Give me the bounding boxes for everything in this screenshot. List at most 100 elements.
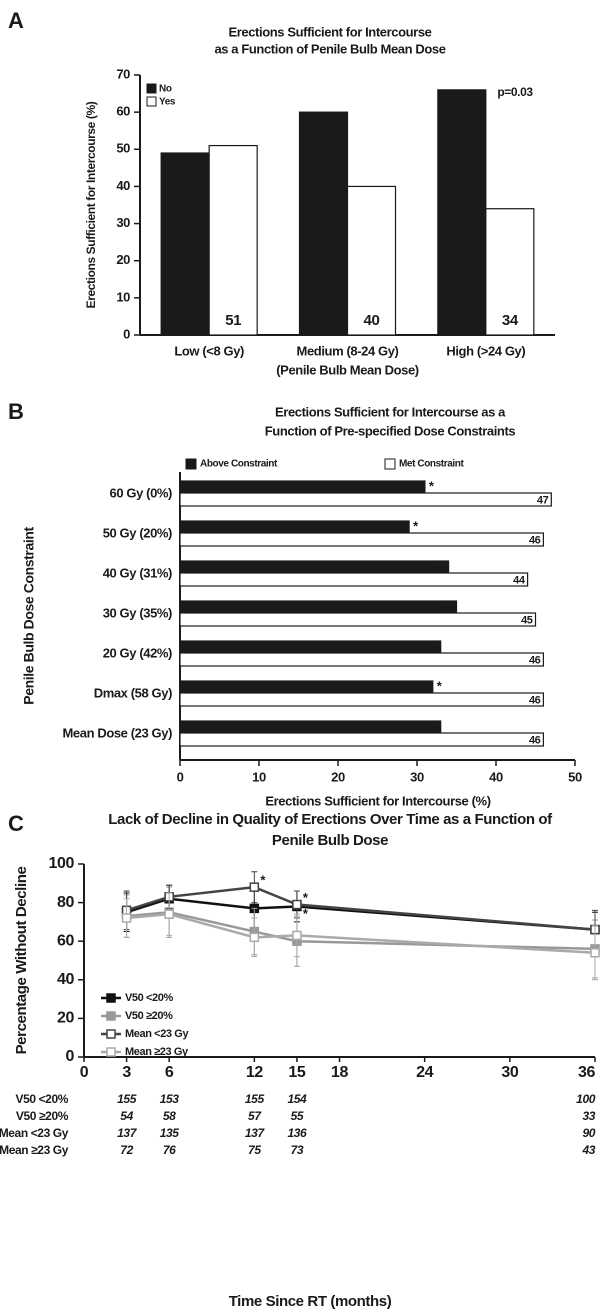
- y-tick-label: 20 Gy (42%): [103, 645, 172, 660]
- y-tick-label: 40: [116, 178, 130, 193]
- value-label: 34: [434, 562, 447, 574]
- value-label: 47: [537, 494, 549, 506]
- significance-marker: *: [303, 890, 309, 905]
- annotation: p=0.03: [497, 85, 533, 99]
- legend-marker: [106, 1047, 116, 1057]
- y-axis-label: Erections Sufficient for Intercourse (%): [84, 101, 98, 308]
- risk-row-label: V50 <20%: [15, 1092, 68, 1106]
- risk-count: 135: [160, 1126, 180, 1140]
- x-tick-label: 0: [177, 769, 184, 784]
- y-tick-label: 0: [66, 1048, 75, 1065]
- legend-marker: [106, 1011, 116, 1021]
- y-tick-label: 50: [116, 141, 130, 156]
- bar: [179, 720, 442, 734]
- value-label: 51: [225, 312, 241, 329]
- point-marker: [292, 899, 302, 910]
- value-label: 46: [529, 694, 541, 706]
- bar: [179, 480, 426, 494]
- x-axis-label: Time Since RT (months): [229, 1293, 392, 1310]
- risk-count: 72: [120, 1143, 133, 1157]
- x-tick-label: Medium (8-24 Gy): [297, 343, 399, 358]
- chart-title: Erections Sufficient for Intercourse: [228, 24, 431, 39]
- point-marker: [164, 909, 174, 919]
- risk-count: 54: [120, 1109, 133, 1123]
- risk-count: 57: [248, 1109, 262, 1123]
- bar: [179, 560, 450, 574]
- legend-label: Met Constraint: [399, 459, 464, 470]
- chart-title: Lack of Decline in Quality of Erections …: [108, 811, 553, 828]
- y-tick-label: 70: [116, 66, 130, 81]
- series-line: [126, 897, 596, 931]
- risk-count: 75: [248, 1143, 261, 1157]
- bar: [179, 652, 544, 667]
- significance-marker: *: [437, 678, 443, 693]
- legend-label: V50 <20%: [125, 992, 173, 1004]
- legend-swatch: [384, 458, 396, 470]
- y-tick-label: 10: [116, 289, 130, 304]
- legend-label: Above Constraint: [200, 459, 278, 470]
- x-tick-label: 40: [489, 769, 503, 784]
- risk-count: 136: [288, 1126, 308, 1140]
- bar: [346, 185, 397, 336]
- bar: [160, 152, 210, 336]
- panel-label: A: [8, 8, 24, 33]
- series-line: [126, 885, 596, 931]
- x-axis-label: Erections Sufficient for Intercourse (%): [265, 793, 490, 808]
- value-label: 33: [426, 722, 438, 734]
- x-tick-label: 3: [122, 1064, 131, 1081]
- x-tick-label: 30: [501, 1064, 518, 1081]
- significance-marker: *: [413, 518, 419, 533]
- y-tick-label: 60 Gy (0%): [110, 485, 173, 500]
- value-label: 45: [521, 614, 533, 626]
- risk-count: 76: [163, 1143, 176, 1157]
- y-tick-label: 30 Gy (35%): [103, 605, 172, 620]
- x-tick-label: 30: [410, 769, 424, 784]
- bar: [179, 600, 458, 614]
- value-label: 66: [454, 312, 470, 329]
- point-marker: [590, 948, 600, 958]
- value-label: 33: [426, 642, 438, 654]
- y-tick-label: 60: [116, 104, 130, 119]
- x-tick-label: 0: [80, 1064, 89, 1081]
- risk-count: 155: [117, 1092, 137, 1106]
- x-tick-label: 18: [331, 1064, 348, 1081]
- y-axis-label: Penile Bulb Dose Constraint: [21, 527, 37, 705]
- chart-title: Function of Pre-specified Dose Constrain…: [265, 423, 516, 438]
- value-label: 49: [177, 312, 193, 329]
- risk-count: 90: [582, 1126, 595, 1140]
- risk-count: 154: [288, 1092, 308, 1106]
- significance-marker: *: [429, 478, 435, 493]
- bar: [179, 532, 544, 547]
- bar: [437, 89, 487, 336]
- legend-marker: [106, 1029, 116, 1039]
- bar: [179, 520, 410, 534]
- x-tick-label: 36: [578, 1064, 595, 1081]
- point-marker: [249, 932, 260, 943]
- y-tick-label: 20: [57, 1010, 74, 1027]
- y-tick-label: 50 Gy (20%): [103, 525, 172, 540]
- legend-label: Mean ≥23 Gy: [125, 1046, 189, 1058]
- risk-count: 55: [291, 1109, 304, 1123]
- bar: [208, 144, 258, 336]
- legend-marker: [106, 993, 116, 1003]
- risk-count: 100: [576, 1092, 596, 1106]
- y-tick-label: 80: [57, 894, 74, 911]
- legend-label: Yes: [159, 97, 176, 108]
- risk-count: 73: [291, 1143, 304, 1157]
- risk-count: 155: [245, 1092, 265, 1106]
- chart-title: Erections Sufficient for Intercourse as …: [275, 404, 506, 419]
- y-tick-label: 40: [57, 971, 74, 988]
- x-tick-label: 50: [568, 769, 582, 784]
- risk-count: 58: [163, 1109, 176, 1123]
- x-tick-label: 24: [416, 1064, 433, 1081]
- y-axis-label: Percentage Without Decline: [13, 867, 30, 1055]
- legend-label: V50 ≥20%: [125, 1010, 173, 1022]
- risk-row-label: Mean <23 Gy: [0, 1126, 69, 1140]
- legend-label: Mean <23 Gy: [125, 1028, 189, 1040]
- legend-swatch: [146, 96, 157, 107]
- y-tick-label: 60: [57, 932, 74, 949]
- point-marker: [121, 913, 132, 923]
- value-label: 46: [529, 654, 541, 666]
- bar: [179, 732, 544, 747]
